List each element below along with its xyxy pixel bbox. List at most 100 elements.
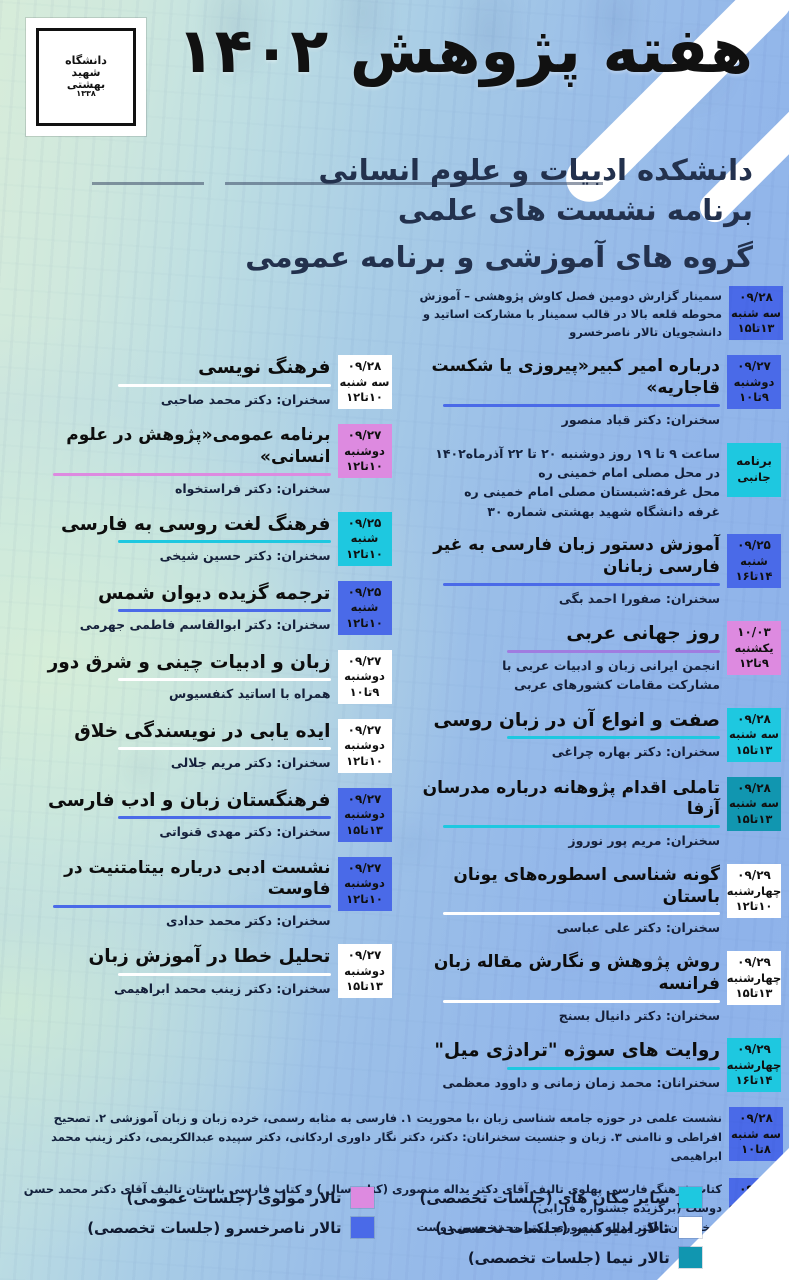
subtitle-groups: گروه های آموزشی و برنامه عمومی <box>245 240 753 274</box>
badge-date: ۰۹/۲۹ <box>737 955 771 970</box>
event-body: روایت های سوژه "ترادژی میل" سخنرانان: محم… <box>398 1038 720 1092</box>
left-events-column: ۰۹/۲۷ دوشنبه ۹تا۱۰ درباره امیر کبیر«پیروزی … <box>398 355 784 1107</box>
event-underline <box>442 912 720 916</box>
event-item[interactable]: ۰۹/۲۷ دوشنبه ۹تا۱۰ درباره امیر کبیر«پیروزی … <box>398 355 781 429</box>
event-body: زبان و ادبیات چینی و شرق دور همراه با اسا… <box>8 650 331 704</box>
badge-time: ۱۰تا۱۲ <box>346 753 383 768</box>
event-speaker: سخنران: دکتر ابوالقاسم فاطمی جهرمی <box>79 617 331 633</box>
legend-item: تالار مولوی (جلسات عمومی) <box>87 1187 374 1208</box>
badge-weekday: سه شنبه <box>731 305 781 320</box>
subtitle-faculty: دانشکده ادبیات و علوم انسانی <box>318 153 754 187</box>
badge-date: ۰۹/۲۷ <box>347 947 382 962</box>
legend-color-swatch <box>350 1217 374 1238</box>
event-item[interactable]: ۰۹/۲۹ چهارشنبه ۱۴تا۱۶ روایت های سوژه "ترادژ… <box>398 1038 781 1094</box>
logo-line-1: دانشگاه <box>65 54 107 68</box>
date-badge: ۰۹/۲۹ چهارشنبه ۱۴تا۱۶ <box>727 1038 781 1093</box>
date-badge: ۰۹/۲۷ دوشنبه ۱۳تا۱۵ <box>337 943 392 998</box>
event-body: روز جهانی عربی انجمن ایرانی زبان و ادبیات… <box>398 621 720 694</box>
event-title: گونه شناسی اسطوره‌های یونان باستان <box>453 864 720 907</box>
event-body: برنامه عمومی«پژوهش در علوم انسانی» سخنران… <box>8 424 331 498</box>
badge-weekday: دوشنبه <box>344 807 385 822</box>
badge-weekday: چهارشنبه <box>726 970 782 985</box>
event-title: درباره امیر کبیر«پیروزی یا شکست قاجاریه» <box>431 356 720 399</box>
event-item[interactable]: برنامه جانبی ساعت ۹ تا ۱۹ روز دوشنبه ۲۰ تا… <box>398 442 781 522</box>
badge-weekday: یکشنبه <box>734 641 774 656</box>
date-badge: ۰۹/۲۷ دوشنبه ۱۰تا۱۲ <box>337 424 392 479</box>
legend-item: تالار امیرکبیر (جلسات تخصصی) <box>420 1217 702 1238</box>
event-item[interactable]: ۰۹/۲۹ چهارشنبه ۱۰تا۱۲ گونه شناسی اسطوره‌های… <box>398 863 781 938</box>
date-badge: ۰۹/۲۵ شنبه ۱۴تا۱۶ <box>727 534 781 589</box>
event-item[interactable]: ۰۹/۲۸ سه شنبه ۱۳تا۱۵ صفت و انواع آن در زبان… <box>398 707 781 764</box>
logo-text: دانشگاه شهید بهشتی ۱۳۳۸ <box>65 55 107 98</box>
date-badge: ۰۹/۲۹ چهارشنبه ۱۰تا۱۲ <box>727 863 781 918</box>
event-speaker: سخنران: دکتر بهاره چراغی <box>551 744 720 760</box>
event-item[interactable]: ۰۹/۲۸ سه شنبه ۱۳تا۱۵ تاملی اقدام پژوهانه در… <box>398 776 781 851</box>
event-item[interactable]: ۰۹/۲۷ دوشنبه ۹تا۱۰ زبان و ادبیات چینی و شرق… <box>8 649 392 706</box>
date-badge: ۰۹/۲۸ سه شنبه ۸تا۱۰ <box>729 1107 783 1162</box>
wide-event-row[interactable]: ۰۹/۲۸ سه شنبه ۸تا۱۰ نشست علمی در حوزه جامعه… <box>6 1107 783 1165</box>
badge-date: ۰۹/۲۷ <box>347 791 382 806</box>
event-item[interactable]: ۰۹/۲۸ سه شنبه ۱۰تا۱۲ فرهنگ نویسی سخنران: دکت… <box>8 355 392 411</box>
badge-date: ۰۹/۲۸ <box>739 1111 773 1126</box>
title-divider-left <box>92 182 204 185</box>
event-item[interactable]: ۰۹/۲۷ دوشنبه ۱۰تا۱۲ برنامه عمومی«پژوهش در ع… <box>8 424 392 498</box>
events-grid: ۰۹/۲۷ دوشنبه ۹تا۱۰ درباره امیر کبیر«پیروزی … <box>0 355 789 1107</box>
badge-date: ۰۹/۲۷ <box>347 722 382 737</box>
badge-time: ۱۳تا۱۵ <box>737 320 775 335</box>
badge-time: ۱۴تا۱۶ <box>735 569 773 584</box>
event-item[interactable]: ۰۹/۲۷ دوشنبه ۱۰تا۱۲ ایده یابی در نویسندگی خ… <box>8 718 392 775</box>
event-item[interactable]: ۰۹/۲۷ دوشنبه ۱۰تا۱۲ نشست ادبی درباره بیتامت… <box>8 856 392 931</box>
badge-time: ۹تا۱۰ <box>349 684 380 699</box>
event-speaker: سخنران: صفورا احمد بگی <box>558 590 720 606</box>
event-speaker: سخنران: دکتر محمد صاحبی <box>160 392 331 408</box>
event-body: آموزش دستور زبان فارسی به غیر فارسی زبان… <box>398 534 720 608</box>
legend: سایر مکان های (جلسات تخصصی) تالار امیرکبی… <box>0 1187 789 1268</box>
event-item[interactable]: ۱۰/۰۳ یکشنبه ۹تا۱۲ روز جهانی عربی انجمن ایرا… <box>398 621 781 694</box>
event-note: نشست علمی در حوزه جامعه شناسی زبان ،با م… <box>51 1111 722 1163</box>
date-badge: ۰۹/۲۵ شنبه ۱۰تا۱۲ <box>337 580 392 635</box>
badge-weekday: دوشنبه <box>344 876 385 891</box>
event-body: فرهنگستان زبان و ادب فارسی سخنران: دکتر م… <box>8 788 331 842</box>
date-badge: ۰۹/۲۷ دوشنبه ۹تا۱۰ <box>727 355 781 410</box>
event-item[interactable]: ۰۹/۲۵ شنبه ۱۴تا۱۶ آموزش دستور زبان فارسی به… <box>398 534 781 608</box>
event-item[interactable]: ۰۹/۲۷ دوشنبه ۱۳تا۱۵ فرهنگستان زبان و ادب فا… <box>8 787 392 844</box>
badge-weekday: سه شنبه <box>729 727 779 742</box>
event-title: روایت های سوژه "ترادژی میل" <box>434 1040 720 1062</box>
event-item[interactable]: ۰۹/۲۵ شنبه ۱۰تا۱۲ ترجمه گزیده دیوان شمس سخنر… <box>8 580 392 637</box>
badge-weekday: دوشنبه <box>344 738 385 753</box>
badge-weekday: سه شنبه <box>339 375 390 390</box>
badge-date: ۰۹/۲۷ <box>347 860 382 875</box>
legend-label: تالار ناصرخسرو (جلسات تخصصی) <box>87 1218 342 1237</box>
legend-column-left: سایر مکان های (جلسات تخصصی) تالار امیرکبی… <box>420 1187 702 1268</box>
event-title: نشست ادبی درباره بیتامتنیت در فاوست <box>64 857 331 900</box>
event-underline <box>117 384 331 388</box>
event-title: تاملی اقدام پژوهانه درباره مدرسان آزفا <box>422 777 720 820</box>
badge-weekday: جانبی <box>737 470 771 485</box>
legend-item: تالار نیما (جلسات تخصصی) <box>420 1247 702 1268</box>
event-speaker: سخنرانان: محمد زمان زمانی و داوود معظمی <box>442 1075 720 1091</box>
date-badge: ۰۹/۲۵ شنبه ۱۰تا۱۲ <box>337 511 392 566</box>
event-underline <box>53 472 331 476</box>
subtitle-program: برنامه نشست های علمی <box>397 193 753 227</box>
top-seminar-row: ۰۹/۲۸ سه شنبه ۱۳تا۱۵ سمینار گزارش دومین … <box>395 286 783 341</box>
event-speaker: سخنران: دکتر محمد حدادی <box>166 913 331 929</box>
event-title: زبان و ادبیات چینی و شرق دور <box>47 651 331 673</box>
badge-date: ۰۹/۲۸ <box>739 289 773 304</box>
wide-event-rows: ۰۹/۲۸ سه شنبه ۸تا۱۰ نشست علمی در حوزه جامعه… <box>0 1107 789 1236</box>
event-item[interactable]: ۰۹/۲۵ شنبه ۱۰تا۱۲ فرهنگ لغت روسی به فارسی سخ… <box>8 511 392 568</box>
badge-date: ۰۹/۲۹ <box>737 1042 771 1057</box>
badge-date: ۰۹/۲۷ <box>347 428 382 443</box>
badge-time: ۱۰تا۱۲ <box>735 898 773 913</box>
event-body: تحلیل خطا در آموزش زبان سخنران: دکتر زینب… <box>8 944 331 998</box>
event-item[interactable]: ۰۹/۲۹ چهارشنبه ۱۳تا۱۵ روش پژوهش و نگارش مقا… <box>398 951 782 1025</box>
event-item[interactable]: ۰۹/۲۷ دوشنبه ۱۳تا۱۵ تحلیل خطا در آموزش زبان… <box>8 943 392 1000</box>
event-underline <box>442 999 720 1003</box>
legend-label: تالار مولوی (جلسات عمومی) <box>126 1188 342 1207</box>
event-body: نشست علمی در حوزه جامعه شناسی زبان ،با م… <box>6 1107 722 1165</box>
badge-weekday: دوشنبه <box>733 375 775 390</box>
badge-weekday: شنبه <box>740 553 768 568</box>
badge-date: ۰۹/۲۵ <box>347 515 382 530</box>
event-title: فرهنگ لغت روسی به فارسی <box>60 513 331 535</box>
event-speaker: سخنران: دکتر حسین شیخی <box>159 548 331 564</box>
badge-time: ۱۳تا۱۵ <box>346 822 383 837</box>
